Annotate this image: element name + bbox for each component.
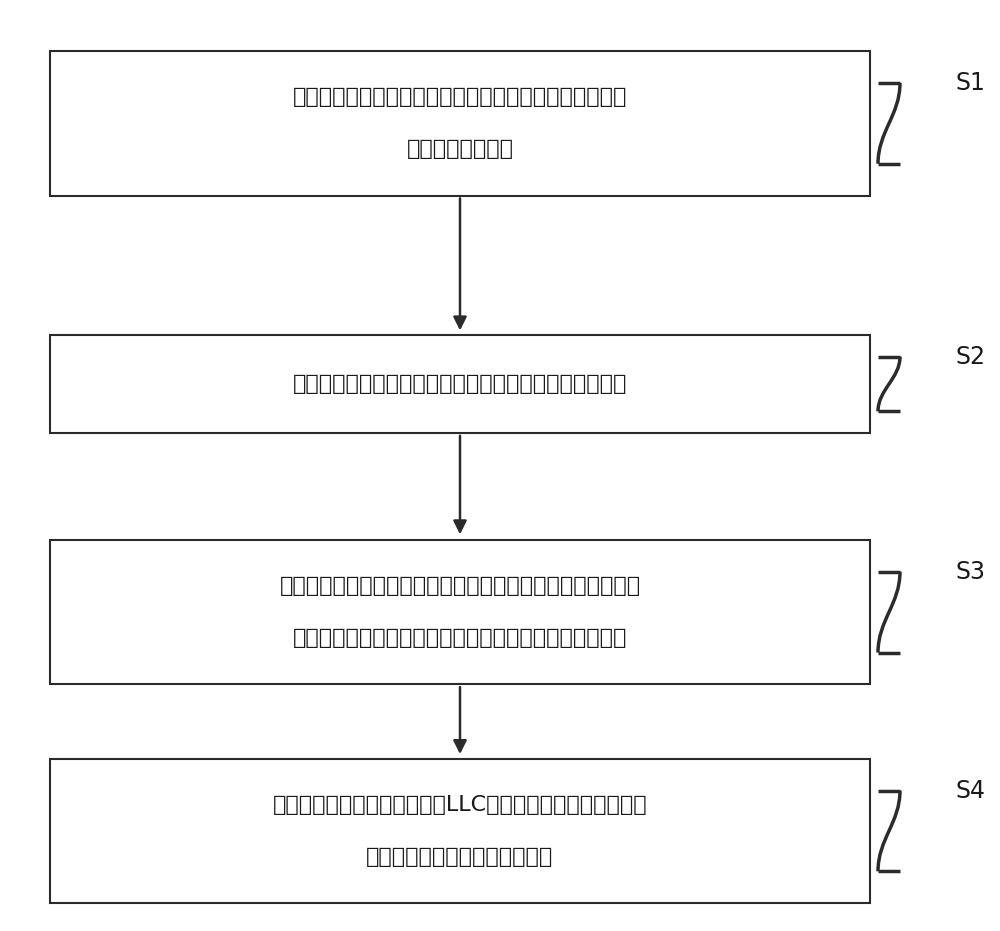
Text: 根据整流器无功功率、电压幅值和角频率以及动力电池的实际: 根据整流器无功功率、电压幅值和角频率以及动力电池的实际 — [279, 576, 641, 596]
Bar — [50, 759, 870, 903]
Text: 基于直流母线电压和全桥谐振LLC变换器的谐振电流产生的脉: 基于直流母线电压和全桥谐振LLC变换器的谐振电流产生的脉 — [273, 795, 647, 815]
Text: S1: S1 — [955, 71, 985, 95]
Text: S4: S4 — [955, 778, 985, 803]
Bar — [50, 51, 870, 196]
Text: 充电功率，制定三相电流参考指令，以控制直流母线电压: 充电功率，制定三相电流参考指令，以控制直流母线电压 — [293, 628, 627, 648]
Text: 冲信号，控制电动汽车进行快充: 冲信号，控制电动汽车进行快充 — [366, 847, 554, 867]
Text: 基于充电模式的下垂关系，确定动力电池的实际充电功率: 基于充电模式的下垂关系，确定动力电池的实际充电功率 — [293, 374, 627, 394]
Text: 基于同步电网输出的电压和电流，计算整流器无功功率、: 基于同步电网输出的电压和电流，计算整流器无功功率、 — [293, 88, 627, 107]
Bar — [50, 540, 870, 684]
Text: 电压幅值和角频率: 电压幅值和角频率 — [406, 140, 514, 159]
Text: S2: S2 — [955, 344, 985, 369]
Bar — [50, 335, 870, 433]
Text: S3: S3 — [955, 560, 985, 584]
